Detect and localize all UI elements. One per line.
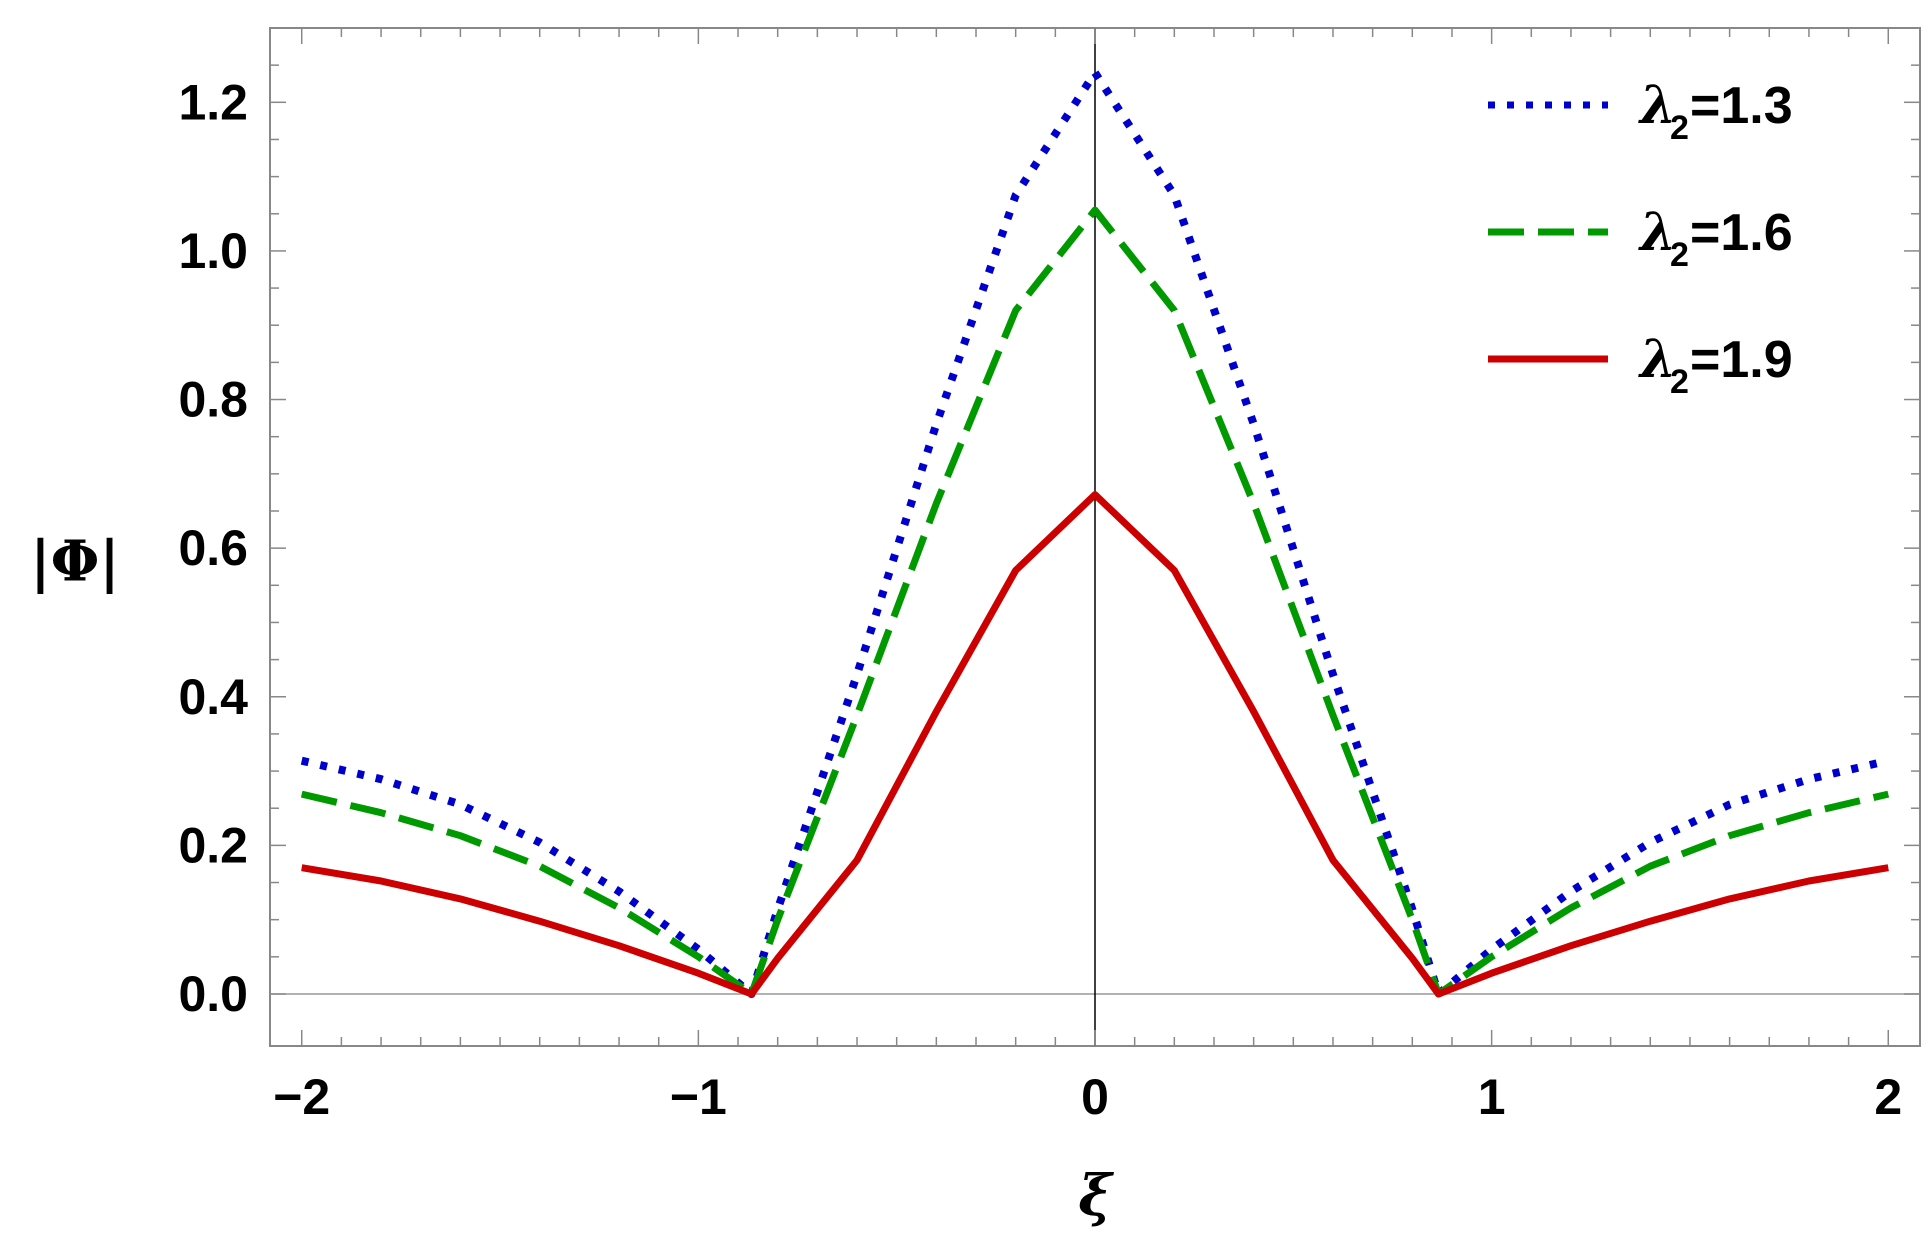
- tick-labels: −2 −1 0 1 2 0.0 0.2 0.4 0.6 0.8 1.0 1.2: [178, 74, 1902, 1125]
- series-line-3: [301, 491, 1889, 998]
- series-line-2: [300, 206, 1890, 998]
- y-tick-label: 0.0: [178, 966, 248, 1022]
- legend-symbol: λ: [1638, 329, 1676, 390]
- y-tick-label: 1.2: [178, 74, 248, 130]
- x-axis-title: ξ: [1078, 1163, 1114, 1229]
- y-tick-label: 0.2: [178, 817, 248, 873]
- legend-symbol: λ: [1638, 75, 1676, 136]
- tick-marks: [270, 27, 1920, 1046]
- x-tick-label: −1: [670, 1069, 727, 1125]
- legend: λ2 =1.3λ2 =1.6λ2 =1.9: [1488, 75, 1793, 401]
- y-tick-label: 0.4: [178, 669, 248, 725]
- x-tick-label: 0: [1081, 1069, 1109, 1125]
- legend-label: =1.3: [1690, 77, 1793, 135]
- legend-label: =1.6: [1690, 204, 1793, 262]
- legend-subscript: 2: [1670, 363, 1689, 401]
- x-tick-label: 1: [1478, 1069, 1506, 1125]
- y-tick-label: 0.6: [178, 520, 248, 576]
- legend-subscript: 2: [1670, 236, 1689, 274]
- x-tick-label: −2: [273, 1069, 330, 1125]
- y-axis-title: |Φ|: [30, 529, 120, 595]
- y-tick-label: 1.0: [178, 223, 248, 279]
- legend-label: =1.9: [1690, 331, 1793, 389]
- legend-subscript: 2: [1670, 109, 1689, 147]
- y-tick-label: 0.8: [178, 372, 248, 428]
- legend-symbol: λ: [1638, 202, 1676, 263]
- series-layer: [300, 68, 1890, 998]
- x-tick-label: 2: [1874, 1069, 1902, 1125]
